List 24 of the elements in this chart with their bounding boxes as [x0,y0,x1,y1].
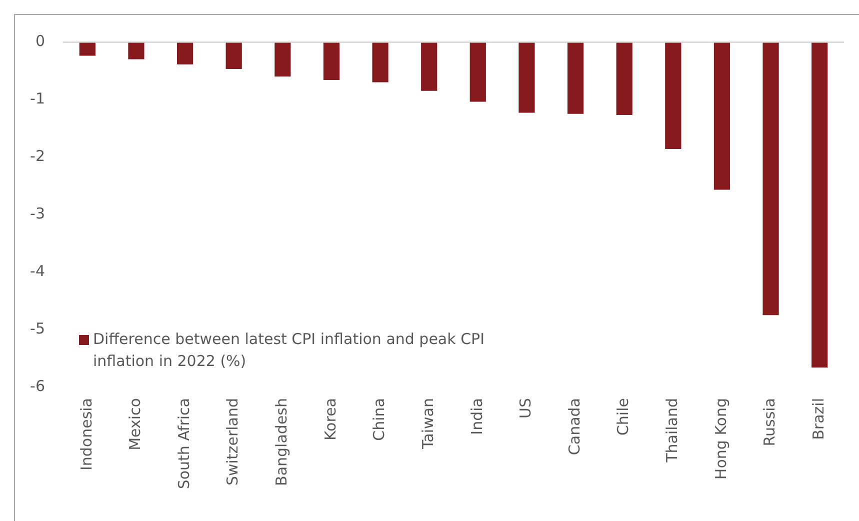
x-tick-label: China [370,398,388,441]
legend-label: Difference between latest CPI inflation and peak CPI inflation in 2022 (%) [93,330,485,370]
x-tick-label: Brazil [809,398,828,440]
y-tick-label: -2 [30,146,45,165]
x-tick-label: Russia [760,398,779,446]
y-tick-label: -3 [30,204,45,222]
x-tick-label: Bangladesh [272,398,291,486]
x-tick-label: Chile [614,398,632,436]
y-tick-label: -4 [30,262,45,280]
x-tick-label: Taiwan [418,398,437,450]
x-tick-label: Thailand [663,398,682,464]
x-tick-label: Hong Kong [712,398,730,480]
y-tick-label: -6 [30,376,45,395]
x-tick-label: India [468,398,486,435]
x-tick-label: Mexico [126,398,144,450]
x-tick-label: Korea [321,398,340,441]
x-tick-label: Switzerland [224,398,242,486]
x-tick-label: Indonesia [77,398,96,471]
y-tick-label: -5 [30,319,45,338]
y-tick-label: 0 [35,32,45,50]
x-tick-label: US [516,398,535,419]
x-tick-label: South Africa [174,398,193,490]
x-tick-label: Canada [565,398,584,456]
y-tick-label: -1 [30,89,45,108]
